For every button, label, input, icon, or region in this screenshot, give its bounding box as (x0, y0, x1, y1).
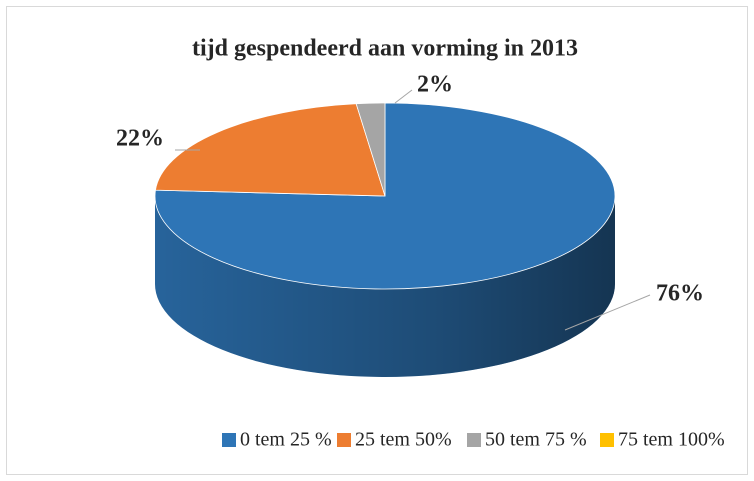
pie-slice (154, 102, 616, 290)
legend-label: 0 tem 25 % (240, 429, 332, 451)
legend-label: 75 tem 100% (618, 429, 725, 451)
legend-label: 50 tem 75 % (485, 429, 587, 451)
legend-swatch (337, 433, 351, 447)
pie-slice (154, 103, 386, 197)
data-label: 2% (417, 72, 453, 98)
pie-side-shade (155, 196, 615, 377)
legend-swatch (467, 433, 481, 447)
leader-line (394, 89, 413, 104)
legend-swatch (600, 433, 614, 447)
pie-slice (355, 102, 386, 197)
data-label: 22% (116, 126, 164, 152)
data-label: 76% (656, 281, 704, 307)
leader-line (564, 294, 651, 331)
legend-label: 25 tem 50% (355, 429, 452, 451)
chart-title: tijd gespendeerd aan vorming in 2013 (192, 36, 578, 62)
legend-swatch (222, 433, 236, 447)
